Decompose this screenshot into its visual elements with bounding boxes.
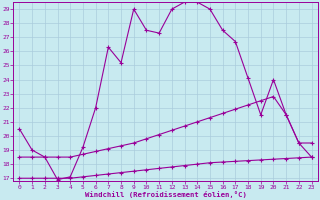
X-axis label: Windchill (Refroidissement éolien,°C): Windchill (Refroidissement éolien,°C) <box>84 191 246 198</box>
